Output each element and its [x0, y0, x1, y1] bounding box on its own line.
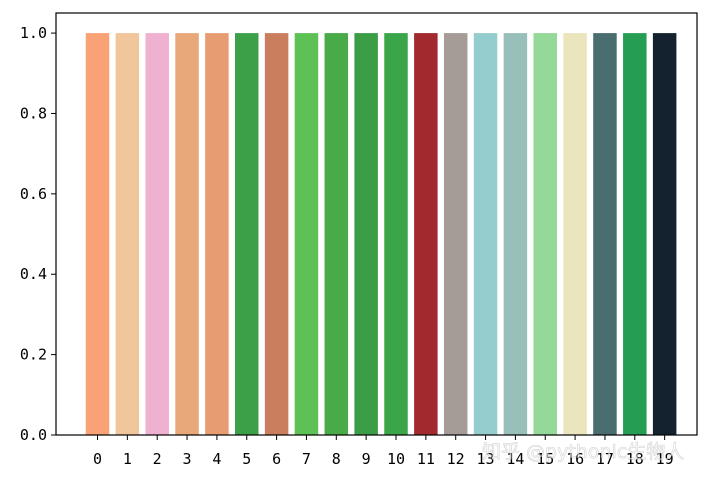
y-tick-label: 0.2: [20, 346, 47, 364]
x-tick-label-7: 7: [302, 450, 311, 468]
bars-group: [85, 33, 677, 435]
bar-13: [473, 33, 498, 435]
x-tick-label-17: 17: [596, 450, 614, 468]
watermark: 知乎 @pythonic生物人: [482, 441, 684, 463]
y-tick-label: 1.0: [20, 24, 47, 42]
x-tick-label-1: 1: [123, 450, 132, 468]
x-tick-label-16: 16: [566, 450, 584, 468]
bar-0: [85, 33, 110, 435]
x-tick-label-19: 19: [656, 450, 674, 468]
bar-16: [563, 33, 587, 435]
bar-15: [533, 33, 557, 435]
bar-8: [324, 33, 349, 435]
bar-3: [175, 33, 199, 435]
x-tick-label-13: 13: [477, 450, 495, 468]
y-tick-label: 0.0: [20, 426, 47, 444]
bar-12: [443, 33, 468, 435]
x-tick-label-9: 9: [362, 450, 371, 468]
x-tick-label-2: 2: [153, 450, 162, 468]
x-tick-label-10: 10: [387, 450, 405, 468]
x-tick-label-15: 15: [536, 450, 554, 468]
y-tick-label: 0.4: [20, 265, 47, 283]
bar-17: [593, 33, 617, 435]
bar-9: [354, 33, 378, 435]
bar-5: [235, 33, 259, 435]
x-tick-label-11: 11: [417, 450, 435, 468]
bar-1: [115, 33, 140, 435]
x-axis: 0 1 2 3 4 5 6 7 8 9 10 11 12 13 14 15 16 17 18 19: [93, 435, 674, 468]
bar-6: [264, 33, 289, 435]
y-tick-label: 0.8: [20, 104, 47, 122]
bar-14: [503, 33, 528, 435]
x-tick-label-5: 5: [242, 450, 251, 468]
bar-4: [205, 33, 229, 435]
x-tick-label-12: 12: [447, 450, 465, 468]
x-tick-label-18: 18: [626, 450, 644, 468]
x-tick-label-3: 3: [183, 450, 192, 468]
y-axis: 0.0 0.2 0.4 0.6 0.8 1.0: [20, 24, 56, 444]
x-tick-label-8: 8: [332, 450, 341, 468]
x-tick-label-14: 14: [506, 450, 524, 468]
x-tick-label-6: 6: [272, 450, 281, 468]
bar-10: [384, 33, 408, 435]
plot-frame: [55, 12, 698, 436]
x-tick-label-0: 0: [93, 450, 102, 468]
x-tick-label-4: 4: [212, 450, 221, 468]
bar-2: [145, 33, 169, 435]
y-tick-label: 0.6: [20, 185, 47, 203]
bar-11: [414, 33, 438, 435]
bar-7: [294, 33, 319, 435]
bar-19: [652, 33, 677, 435]
bar-18: [623, 33, 647, 435]
